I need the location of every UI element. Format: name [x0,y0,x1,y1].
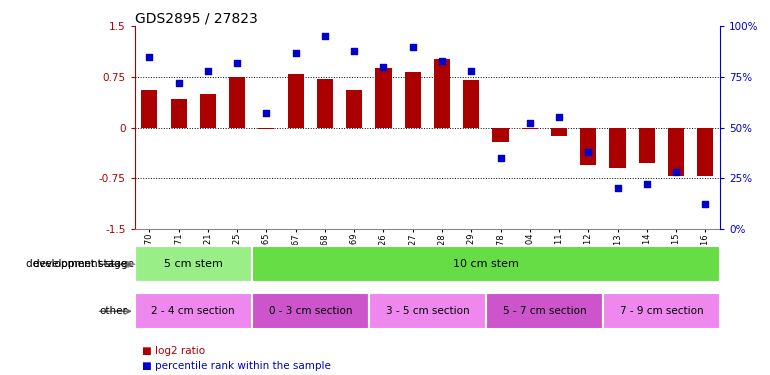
Text: development stage: development stage [26,260,127,269]
Point [641,181,653,187]
Bar [434,58,450,128]
Point [290,50,302,55]
Point [611,185,624,191]
Bar [639,128,654,163]
Bar [603,293,720,329]
Bar [288,74,303,128]
Bar [171,99,186,128]
Point [553,114,565,120]
Bar [376,68,391,128]
Point [524,120,536,126]
Point [319,33,331,39]
Point [699,201,711,207]
Bar [142,90,157,128]
Bar [346,90,362,128]
Point [348,48,360,54]
Text: GDS2895 / 27823: GDS2895 / 27823 [135,11,257,25]
Text: 7 - 9 cm section: 7 - 9 cm section [620,306,703,316]
Point [143,54,156,60]
Point [172,80,185,86]
Text: 3 - 5 cm section: 3 - 5 cm section [386,306,469,316]
Point [260,110,273,116]
Bar [464,80,479,128]
Point [377,64,390,70]
Bar [581,128,596,165]
Text: 10 cm stem: 10 cm stem [453,260,519,269]
Bar [698,128,713,176]
Text: 0 - 3 cm section: 0 - 3 cm section [269,306,352,316]
Bar [668,128,684,176]
Bar [259,128,274,129]
Bar [135,293,252,329]
Text: 2 - 4 cm section: 2 - 4 cm section [152,306,235,316]
Point [670,169,682,175]
Bar [369,293,486,329]
Bar [522,128,537,129]
Point [436,58,448,64]
Text: ■ percentile rank within the sample: ■ percentile rank within the sample [142,361,331,370]
Point [494,155,507,161]
Bar [551,128,567,136]
Bar [252,293,369,329]
Text: 5 - 7 cm section: 5 - 7 cm section [503,306,586,316]
Bar [405,72,420,128]
Bar [135,246,252,282]
Bar [493,128,508,142]
Point [465,68,477,74]
Text: development stage: development stage [33,260,134,269]
Point [407,44,419,50]
Bar [229,77,245,128]
Bar [486,293,603,329]
Bar [610,128,625,168]
Bar [200,94,216,128]
Text: ■ log2 ratio: ■ log2 ratio [142,346,206,355]
Text: 5 cm stem: 5 cm stem [164,260,223,269]
Bar [252,246,720,282]
Point [582,149,594,155]
Bar [317,79,333,128]
Point [202,68,214,74]
Point [231,60,243,66]
Text: other: other [99,306,127,316]
